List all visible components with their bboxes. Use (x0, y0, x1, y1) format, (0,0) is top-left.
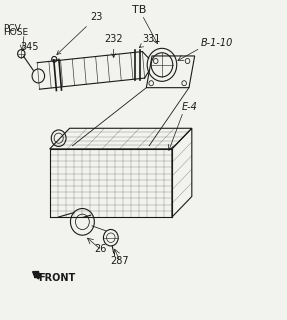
Text: 345: 345 (20, 42, 38, 52)
Text: FRONT: FRONT (38, 273, 75, 283)
Text: PCV: PCV (3, 24, 21, 33)
FancyArrow shape (33, 272, 41, 279)
Text: 287: 287 (110, 256, 129, 266)
Text: HOSE: HOSE (3, 28, 28, 37)
Text: E-4: E-4 (182, 102, 198, 112)
Text: 23: 23 (57, 12, 103, 55)
Text: 232: 232 (104, 34, 123, 58)
Text: TB: TB (132, 5, 146, 15)
Text: 26: 26 (94, 244, 106, 254)
Text: 331: 331 (139, 34, 161, 47)
Text: B-1-10: B-1-10 (200, 38, 233, 48)
